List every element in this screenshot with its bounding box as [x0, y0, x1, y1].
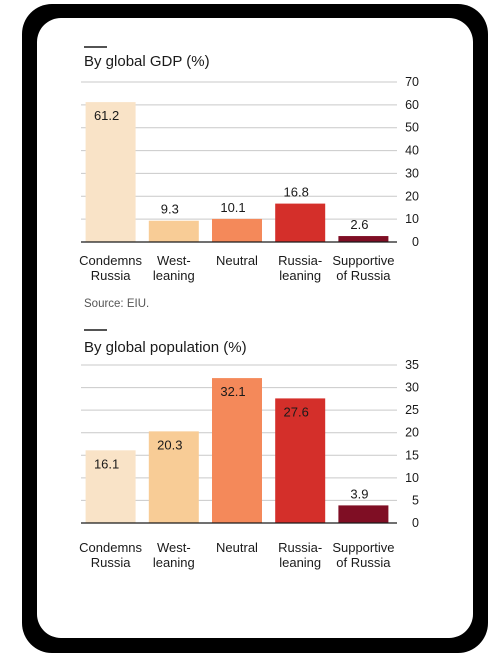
gdp-y-tick-label: 30: [405, 166, 419, 180]
population-bar: [85, 450, 136, 523]
population-y-tick-label: 5: [412, 493, 419, 507]
gdp-value-label: 61.2: [94, 108, 119, 123]
population-category-label: West-: [157, 540, 191, 555]
gdp-y-tick-label: 60: [405, 98, 419, 112]
gdp-value-label: 9.3: [161, 202, 179, 217]
population-y-tick-label: 30: [405, 381, 419, 395]
gdp-y-tick-label: 70: [405, 75, 419, 89]
chart-card: By global GDP (%) Source: EIU. By global…: [37, 18, 473, 638]
gdp-bar: [85, 102, 136, 242]
population-category-label: Condemns: [79, 540, 142, 555]
chart-canvas: By global GDP (%) Source: EIU. By global…: [79, 46, 419, 570]
gdp-category-label: Russia-: [278, 253, 322, 268]
population-category-label: Supportive: [332, 540, 394, 555]
gdp-category-label: leaning: [279, 268, 321, 283]
population-bar: [148, 431, 199, 523]
population-y-tick-label: 25: [405, 403, 419, 417]
gdp-y-tick-label: 20: [405, 189, 419, 203]
gdp-category-label: Condemns: [79, 253, 142, 268]
gdp-y-tick-label: 0: [412, 235, 419, 249]
gdp-y-tick-label: 50: [405, 121, 419, 135]
chart-title-gdp: By global GDP (%): [84, 53, 210, 70]
population-category-label: Neutral: [216, 540, 258, 555]
population-y-tick-label: 35: [405, 358, 419, 372]
population-bar: [338, 505, 389, 523]
gdp-category-label: Supportive: [332, 253, 394, 268]
gdp-value-label: 2.6: [350, 217, 368, 232]
population-value-label: 20.3: [157, 437, 182, 452]
population-category-label: of Russia: [336, 555, 391, 570]
population-y-tick-label: 10: [405, 471, 419, 485]
gdp-bar: [275, 203, 326, 242]
gdp-value-label: 16.8: [284, 185, 309, 200]
population-value-label: 3.9: [350, 486, 368, 501]
population-bar: [275, 398, 326, 523]
gdp-category-label: Russia: [91, 268, 132, 283]
population-y-tick-label: 0: [412, 516, 419, 530]
gdp-bar: [338, 236, 389, 242]
gdp-bar: [212, 218, 262, 242]
population-value-label: 16.1: [94, 456, 119, 471]
population-bar: [212, 378, 262, 523]
population-category-label: Russia-: [278, 540, 322, 555]
gdp-y-tick-label: 10: [405, 212, 419, 226]
gdp-value-label: 10.1: [220, 200, 245, 215]
population-category-label: Russia: [91, 555, 132, 570]
source-note: Source: EIU.: [84, 298, 149, 310]
gdp-category-label: West-: [157, 253, 191, 268]
population-value-label: 27.6: [284, 404, 309, 419]
gdp-bar: [148, 220, 199, 242]
chart-title-population: By global population (%): [84, 339, 247, 356]
gdp-category-label: of Russia: [336, 268, 391, 283]
gdp-category-label: leaning: [153, 268, 195, 283]
population-y-tick-label: 20: [405, 426, 419, 440]
gdp-y-tick-label: 40: [405, 144, 419, 158]
population-category-label: leaning: [153, 555, 195, 570]
gdp-category-label: Neutral: [216, 253, 258, 268]
population-category-label: leaning: [279, 555, 321, 570]
population-value-label: 32.1: [220, 384, 245, 399]
population-y-tick-label: 15: [405, 448, 419, 462]
